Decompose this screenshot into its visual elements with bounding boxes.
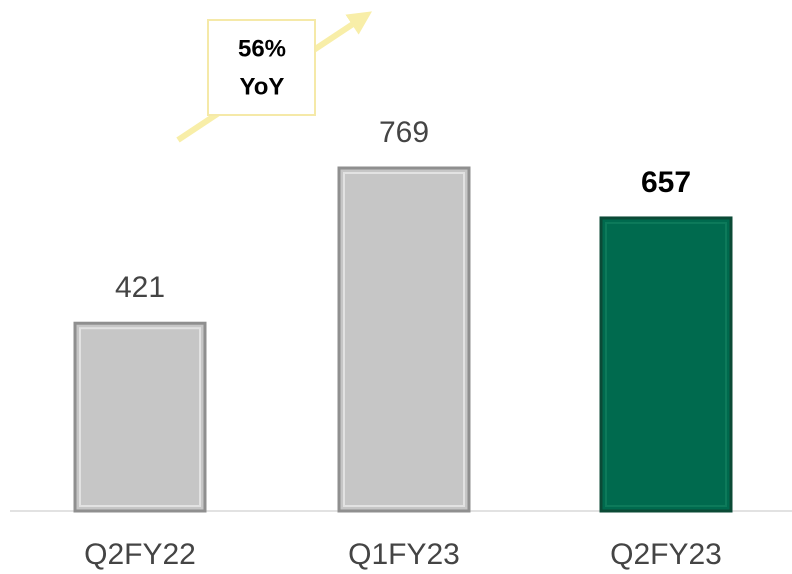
annotation: YoY bbox=[240, 73, 285, 100]
x-tick-label: Q2FY23 bbox=[610, 538, 722, 571]
data-label: 657 bbox=[641, 166, 691, 199]
bar bbox=[73, 321, 207, 513]
bar-bevel bbox=[79, 327, 201, 507]
data-label: 421 bbox=[115, 271, 165, 304]
x-tick-label: Q2FY22 bbox=[84, 538, 196, 571]
data-label: 769 bbox=[379, 116, 429, 149]
annotation-box bbox=[207, 19, 316, 116]
bar-bevel bbox=[343, 172, 465, 507]
bar bbox=[337, 166, 471, 513]
bar-bevel bbox=[605, 221, 727, 507]
bar bbox=[599, 216, 733, 513]
annotation: 56% bbox=[238, 35, 286, 62]
x-tick-label: Q1FY23 bbox=[348, 538, 460, 571]
